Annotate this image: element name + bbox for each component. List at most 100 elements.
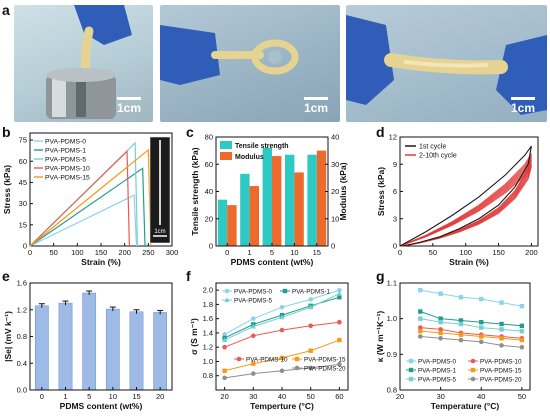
x-tick-label-f-1: 30 — [249, 392, 257, 401]
bar-e-2 — [82, 292, 97, 391]
plot-frame-g — [399, 282, 531, 391]
series-line-d-cycle-8 — [399, 166, 532, 247]
y-tick-label-c-2: 40 — [205, 187, 213, 196]
series-line-g-1 — [420, 311, 522, 327]
legend-marker-f-0 — [224, 288, 230, 294]
y-tick-label-g-2: 1.0 — [387, 314, 397, 323]
x-tick-label-e-0: 0 — [40, 392, 44, 401]
y2-tick-label-c-4: 40 — [331, 133, 339, 142]
x-tick-label-d-3: 150 — [492, 248, 505, 257]
point-f-0-0 — [222, 332, 227, 337]
y-tick-label-d-3: 9 — [393, 160, 397, 169]
panel-label-c: c — [186, 124, 194, 140]
point-g-1-1 — [438, 316, 443, 321]
y-tick-label-e-2: 0.8 — [17, 332, 27, 341]
series-line-d-cycle-4 — [399, 159, 532, 247]
scale-bar-label-1: 1cm — [116, 101, 141, 115]
legend-marker-g-3 — [470, 358, 476, 364]
bar-e-3 — [105, 308, 120, 391]
plot-frame-e — [29, 282, 173, 391]
x-tick-label-b-5: 250 — [142, 248, 155, 257]
legend-label-f-2: PVA-PDMS-5 — [234, 298, 273, 305]
series-line-b-4 — [29, 148, 152, 247]
scale-bar-2: 1cm — [303, 97, 328, 115]
y2-axis-label-c: Modulus (kPa) — [338, 162, 348, 220]
bar-c-1-1 — [249, 186, 260, 246]
x-tick-label-c-0: 0 — [225, 248, 229, 257]
point-g-0-1 — [438, 291, 443, 296]
point-g-0-5 — [519, 303, 525, 309]
point-f-3-3 — [308, 323, 313, 329]
y-tick-label-d-4: 12 — [389, 133, 397, 142]
point-f-3-2 — [279, 327, 285, 333]
scale-bar-3: 1cm — [510, 97, 535, 115]
photo-weight-illustration — [46, 5, 132, 119]
legend-marker-g-5 — [470, 376, 476, 382]
point-g-4-1 — [438, 330, 443, 336]
legend-label-d-0: 1st cycle — [419, 144, 446, 151]
photo-stretch: 1cm — [346, 5, 547, 122]
point-g-5-2 — [458, 337, 464, 343]
x-tick-label-b-4: 200 — [118, 248, 131, 257]
y-tick-label-e-1: 0.4 — [17, 359, 27, 368]
point-g-0-0 — [418, 287, 423, 293]
bar-c-0-2 — [262, 147, 272, 246]
legend-marker-g-1 — [408, 367, 414, 373]
point-f-4-4 — [337, 337, 342, 343]
point-f-3-0 — [222, 344, 227, 350]
y-axis-label-g: κ (W m⁻¹K⁻¹) — [375, 311, 385, 363]
legend-label-g-2: PVA-PDMS-5 — [418, 377, 457, 384]
x-axis-label-e: PDMS content (wt%) — [60, 401, 143, 411]
point-g-2-5 — [519, 328, 525, 334]
panel-label-d: d — [376, 124, 385, 140]
scale-bar-1: 1cm — [116, 97, 141, 115]
point-g-4-5 — [519, 337, 525, 343]
y-tick-label-e-3: 1.2 — [17, 305, 27, 314]
point-f-1-4 — [337, 295, 342, 300]
point-g-2-4 — [499, 327, 504, 332]
x-tick-label-c-2: 5 — [270, 248, 274, 257]
x-tick-label-e-2: 5 — [87, 392, 91, 401]
point-g-0-4 — [499, 300, 504, 305]
bar-c-0-4 — [307, 154, 317, 246]
y-tick-label-f-0: 0.8 — [203, 371, 213, 380]
point-f-4-0 — [222, 368, 227, 373]
x-tick-label-f-0: 20 — [220, 392, 228, 401]
photo-knot-illustration — [160, 25, 299, 85]
legend-label-f-1: PVA-PDMS-1 — [292, 289, 331, 296]
series-line-d-cycle-6 — [399, 163, 532, 247]
bar-c-1-4 — [316, 150, 327, 246]
x-tick-label-b-6: 300 — [166, 248, 179, 257]
series-line-g-5 — [420, 336, 522, 348]
legend-label-g-4: PVA-PDMS-15 — [480, 368, 522, 375]
x-tick-label-e-3: 10 — [109, 392, 117, 401]
point-f-5-0 — [222, 375, 227, 381]
bar-c-0-3 — [284, 154, 295, 246]
x-tick-label-e-5: 20 — [156, 392, 164, 401]
y-tick-label-f-4: 1.6 — [203, 314, 213, 323]
x-tick-label-d-4: 200 — [525, 248, 538, 257]
x-tick-label-b-3: 150 — [95, 248, 108, 257]
y-tick-label-d-1: 3 — [393, 214, 397, 223]
point-f-2-1 — [250, 323, 256, 329]
y-tick-label-d-0: 0 — [393, 242, 397, 251]
point-g-3-1 — [438, 327, 443, 332]
x-tick-label-g-2: 40 — [477, 392, 485, 401]
legend-marker-f-4 — [294, 356, 300, 362]
point-f-2-2 — [279, 314, 285, 320]
point-f-0-1 — [251, 316, 256, 321]
y-tick-label-f-2: 1.2 — [203, 343, 213, 352]
point-g-2-0 — [418, 316, 423, 321]
x-tick-label-f-4: 60 — [335, 392, 343, 401]
legend-swatch-c-0 — [220, 141, 232, 149]
x-axis-label-d: Strain (%) — [449, 257, 489, 267]
point-g-1-0 — [418, 309, 423, 314]
point-g-1-2 — [458, 318, 464, 323]
point-f-0-3 — [308, 297, 313, 302]
point-g-2-2 — [458, 321, 464, 327]
y-axis-label-e: |Se| (mV k⁻¹) — [3, 311, 13, 362]
legend-label-g-0: PVA-PDMS-0 — [418, 359, 457, 366]
legend-label-c-1: Modulus — [235, 154, 264, 161]
point-f-0-2 — [279, 304, 285, 310]
panel-label-f: f — [186, 268, 191, 284]
